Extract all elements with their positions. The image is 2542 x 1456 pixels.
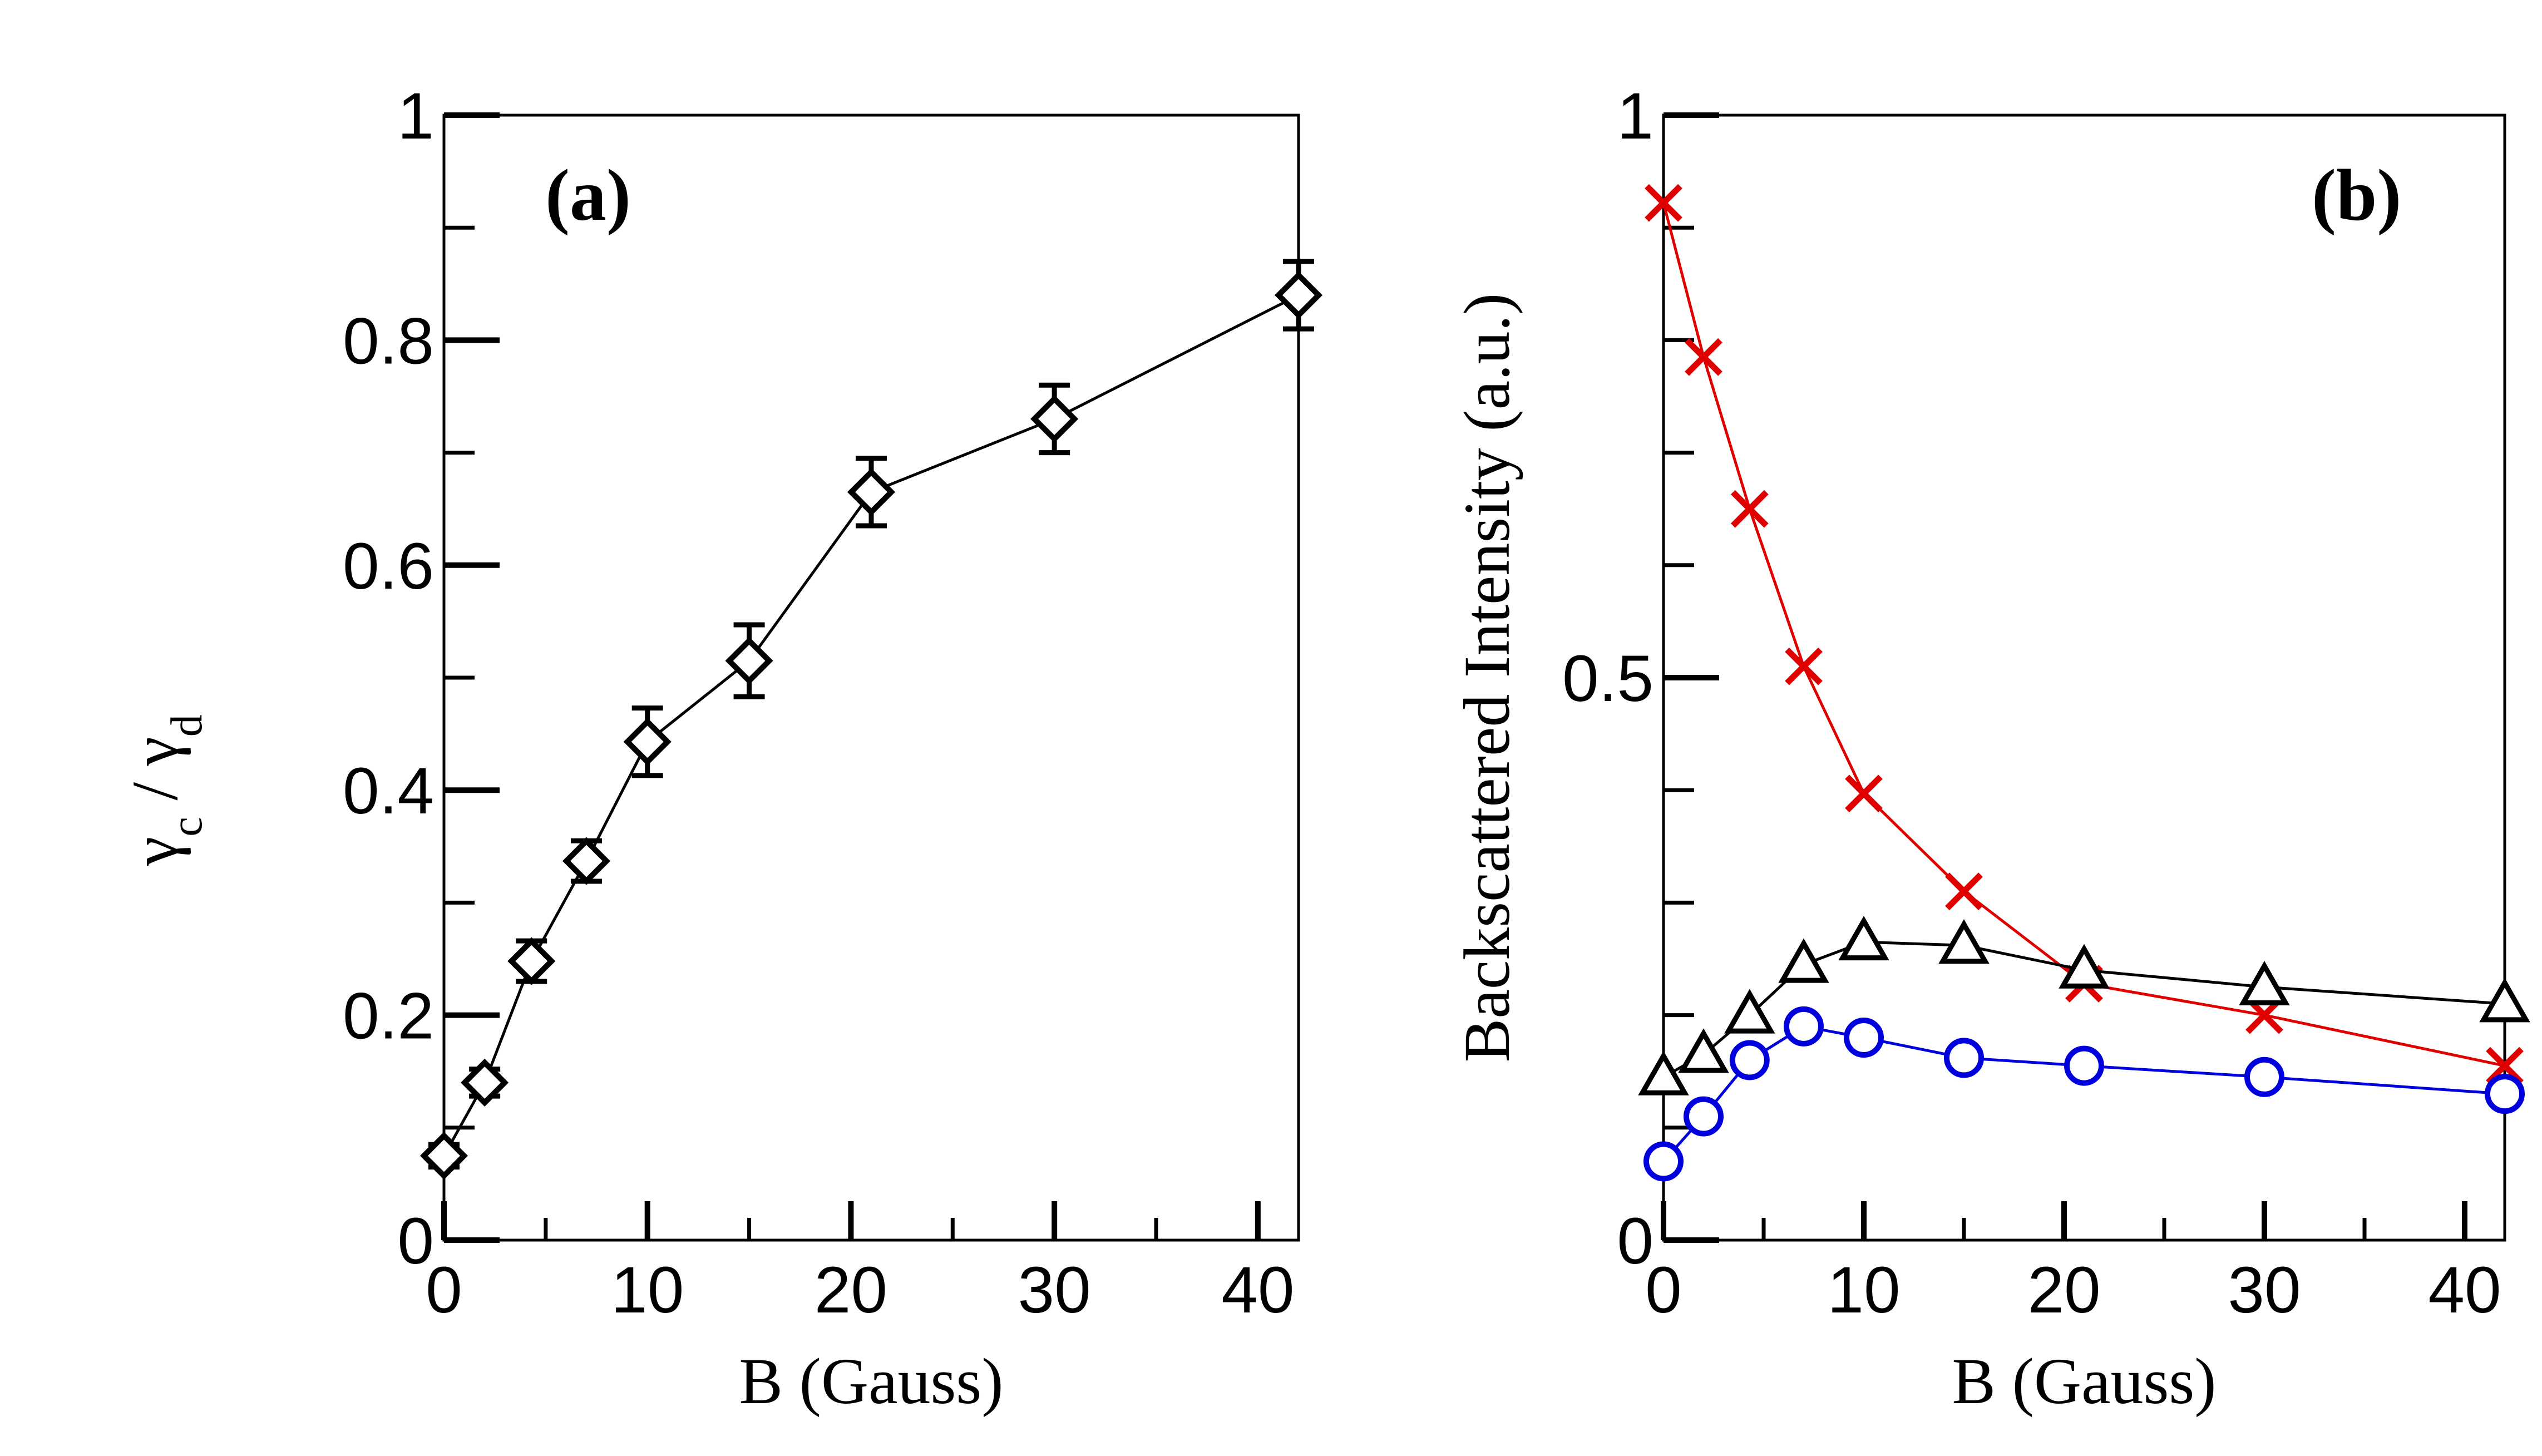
data-point-triangle [1938,919,1990,964]
x-tick-label: 40 [2428,1253,2501,1327]
y-tick-label: 0.5 [1562,642,1653,715]
panel-b-xlabel: B (Gauss) [1952,1345,2216,1418]
ylabel-sub-c: c [162,817,211,837]
data-point-cross [1730,490,1769,528]
data-point-circle [1684,1096,1724,1137]
panel-a-frame [442,113,1300,1242]
ylabel-sub-d: d [162,714,211,737]
panel-b-label: (b) [2312,154,2401,236]
x-tick-label: 20 [815,1253,887,1327]
data-point-triangle [2479,978,2530,1023]
panel-a-xlabel: B (Gauss) [739,1345,1003,1418]
data-point-diamond [725,636,773,685]
data-point-cross [1785,647,1823,685]
cross-stroke [2486,1047,2524,1085]
y-tick-label: 0.4 [343,754,434,828]
data-point-circle [2064,1045,2104,1086]
panel-a-label: (a) [545,154,631,236]
x-tick-label: 10 [611,1253,684,1327]
data-point-circle [1729,1040,1770,1080]
data-point-cross [1645,184,1682,222]
data-point-cross [2486,1047,2524,1085]
cross-stroke [1645,184,1682,222]
data-point-diamond [419,1132,468,1180]
data-point-diamond [461,1058,509,1107]
data-point-triangle [1724,989,1775,1034]
data-point-triangle [2239,960,2290,1006]
x-tick-label: 30 [1018,1253,1091,1327]
y-tick-label: 1 [1617,80,1653,153]
panel-b-tick-labels: 0 10 20 30 40 0 0.5 1 [1562,80,2501,1327]
panel-a-tick-labels: 0 10 20 30 40 0 0.2 0.4 0.6 0.8 1 [343,80,1295,1327]
cross-stroke [1945,872,1983,911]
panel-b: 0 10 20 30 40 0 0.5 1 (b) B (Gauss) Backscatter… [1450,80,2530,1418]
y-tick-label: 0.8 [343,304,434,378]
panel-a-ylabel: γc / γd [119,714,211,866]
data-point-cross [1945,872,1983,911]
data-point-circle [1844,1018,1884,1058]
panel-b-ylabel: Backscattered Intensity (a.u.) [1450,293,1523,1063]
panel-b-grid-ticks [1661,112,2467,1243]
cross-stroke [1730,490,1769,528]
data-point-diamond [847,468,896,516]
y-tick-label: 0.6 [343,530,434,603]
data-point-circle [1784,1006,1824,1047]
series-line-gamma-c-gamma-d [442,294,1300,1157]
x-tick-label: 0 [426,1253,462,1327]
y-tick-label: 0 [1617,1205,1653,1278]
series-line-cross [1662,203,2505,1068]
y-tick-label: 0 [397,1205,434,1278]
ylabel-gamma-c: γ [119,837,191,866]
data-point-circle [1643,1141,1684,1182]
x-tick-label: 30 [2228,1253,2301,1327]
panel-a-grid-ticks [441,112,1261,1243]
data-point-circle [2244,1057,2284,1097]
ylabel-gamma-d: γ [119,737,191,766]
data-point-circle [1944,1038,1984,1078]
ylabel-slash: / [119,766,191,817]
panel-a-series [419,259,1323,1180]
x-tick-label: 10 [1827,1253,1900,1327]
data-point-circle [2485,1074,2525,1114]
cross-stroke [1845,774,1883,813]
data-point-diamond [507,937,556,985]
data-point-diamond [1274,271,1323,319]
panel-b-series [1638,184,2530,1182]
data-point-diamond [623,718,672,766]
y-tick-label: 1 [397,80,434,153]
cross-stroke [1785,647,1823,685]
x-tick-label: 40 [1221,1253,1294,1327]
data-point-diamond [562,837,611,885]
data-point-cross [1845,774,1883,813]
data-point-triangle [1838,916,1889,961]
data-point-triangle [2059,944,2110,989]
data-point-cross [1685,338,1722,376]
data-point-triangle [1678,1028,1729,1073]
cross-stroke [1685,338,1722,376]
x-tick-label: 0 [1645,1253,1682,1327]
data-point-triangle [1778,938,1829,983]
x-tick-label: 20 [2027,1253,2100,1327]
data-point-triangle [1638,1050,1689,1095]
y-tick-label: 0.2 [343,980,434,1053]
data-point-diamond [1030,394,1079,443]
